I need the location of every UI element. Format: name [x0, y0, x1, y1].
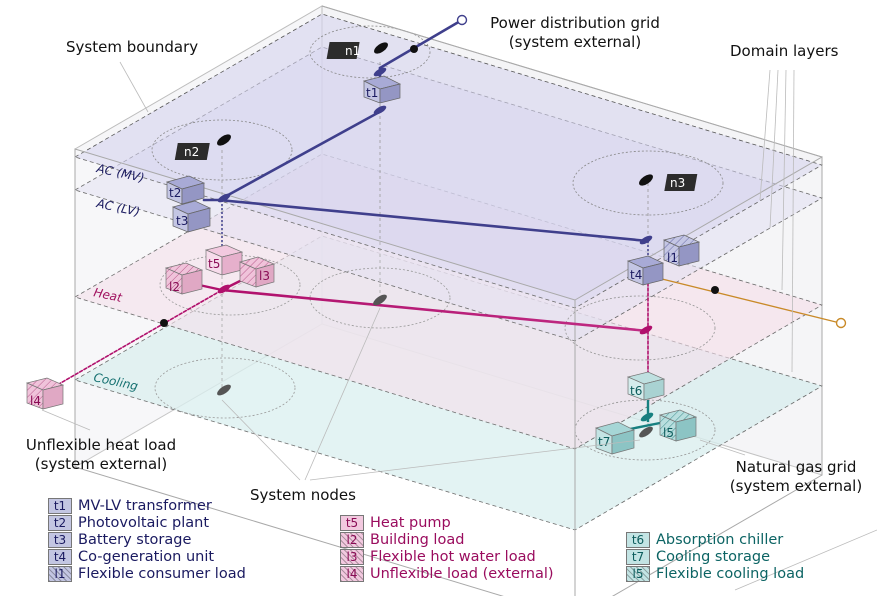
legend-text: Unflexible load (external)	[370, 565, 554, 582]
legend-text: Battery storage	[78, 531, 192, 548]
unit-label-l1: l1	[667, 251, 678, 265]
node-markers	[217, 42, 653, 438]
unit-label-t7: t7	[598, 435, 610, 449]
unit-label-l5: l5	[663, 426, 674, 440]
electric-connections	[202, 18, 650, 243]
legend-code: t7	[626, 548, 650, 565]
unit-t7: t7	[595, 421, 635, 455]
legend-text: MV-LV transformer	[78, 497, 212, 514]
label-heat-load: Unflexible heat load (system external)	[6, 436, 196, 474]
label-power-grid: Power distribution grid (system external…	[470, 14, 680, 52]
unit-t5: t5	[204, 244, 244, 276]
legend-cooling: t6 Absorption chiller t7 Cooling storage l…	[626, 531, 804, 582]
unit-label-l4: l4	[30, 394, 41, 408]
node-badge-n2: n2	[174, 143, 210, 160]
legend-text: Flexible cooling load	[656, 565, 805, 582]
legend-electric: t1 MV-LV transformer t2 Photovoltaic plant…	[48, 497, 246, 582]
legend-text: Heat pump	[370, 514, 451, 531]
legend-text: Absorption chiller	[656, 531, 784, 548]
legend-text: Co-generation unit	[78, 548, 215, 565]
legend-code: l3	[340, 548, 364, 565]
legend-text: Building load	[370, 531, 465, 548]
unit-t6: t6	[626, 371, 666, 401]
label-gas-grid: Natural gas grid (system external)	[716, 458, 876, 496]
label-power-grid-line1: Power distribution grid	[490, 14, 660, 32]
unit-label-t2: t2	[169, 186, 181, 200]
unit-l3: l3	[238, 256, 276, 288]
legend-code: l5	[626, 565, 650, 582]
legend-code: l1	[48, 565, 72, 582]
node-label-n3: n3	[670, 176, 685, 190]
legend-code: l4	[340, 565, 364, 582]
legend-heat: t5 Heat pump l2 Building load l3 Flexible h…	[340, 514, 554, 582]
legend-row: t1 MV-LV transformer	[48, 497, 246, 514]
legend-code: t5	[340, 514, 364, 531]
unit-l5: l5	[658, 409, 698, 442]
unit-label-l2: l2	[169, 280, 180, 294]
legend-row: t3 Battery storage	[48, 531, 246, 548]
label-domain-layers: Domain layers	[730, 42, 839, 60]
gas-connection	[657, 277, 841, 324]
label-system-boundary: System boundary	[66, 38, 199, 56]
legend-row: l4 Unflexible load (external)	[340, 565, 554, 582]
legend-code: l2	[340, 531, 364, 548]
legend-row: l5 Flexible cooling load	[626, 565, 804, 582]
legend-code: t3	[48, 531, 72, 548]
label-heat-load-line2: (system external)	[34, 455, 168, 473]
label-gas-grid-line2: (system external)	[729, 477, 863, 495]
unit-l1: l1	[662, 234, 701, 267]
unit-l4: l4	[25, 377, 65, 410]
legend-row: l2 Building load	[340, 531, 554, 548]
external-terminals	[456, 14, 847, 329]
layer-label-heat: Heat	[92, 285, 124, 305]
legend-text: Cooling storage	[656, 548, 771, 565]
unit-label-t5: t5	[208, 257, 220, 271]
callout-lines	[41, 61, 877, 591]
arrowheads	[217, 67, 654, 422]
legend-row: l3 Flexible hot water load	[340, 548, 554, 565]
heat-connections	[44, 274, 650, 393]
unit-t2: t2	[165, 175, 206, 205]
unit-l2: l2	[164, 262, 204, 295]
unit-label-t1: t1	[366, 86, 378, 100]
unit-t1: t1	[362, 75, 402, 104]
unit-t3: t3	[171, 200, 212, 233]
legend-row: t4 Co-generation unit	[48, 548, 246, 565]
node-label-n2: n2	[184, 145, 199, 159]
label-heat-load-line1: Unflexible heat load	[25, 436, 177, 454]
legend-row: t7 Cooling storage	[626, 548, 804, 565]
node-badge-n3: n3	[664, 174, 698, 191]
label-gas-grid-line1: Natural gas grid	[735, 458, 857, 476]
legend-row: t2 Photovoltaic plant	[48, 514, 246, 531]
junction-dots	[160, 45, 719, 327]
legend-code: t2	[48, 514, 72, 531]
legend-code: t6	[626, 531, 650, 548]
node-label-n1: n1	[345, 44, 360, 58]
legend-row: t5 Heat pump	[340, 514, 554, 531]
unit-label-l3: l3	[259, 269, 270, 283]
legend-row: t6 Absorption chiller	[626, 531, 804, 548]
unit-t4: t4	[626, 255, 665, 286]
unit-label-t6: t6	[630, 384, 642, 398]
legend-row: l1 Flexible consumer load	[48, 565, 246, 582]
legend-text: Flexible consumer load	[78, 565, 246, 582]
legend-text: Photovoltaic plant	[78, 514, 210, 531]
node-badge-n1: n1	[326, 42, 360, 59]
legend-text: Flexible hot water load	[370, 548, 536, 565]
legend-code: t4	[48, 548, 72, 565]
unit-label-t3: t3	[176, 214, 188, 228]
label-power-grid-line2: (system external)	[508, 33, 642, 51]
label-system-nodes: System nodes	[250, 486, 356, 504]
legend-code: t1	[48, 497, 72, 514]
unit-label-t4: t4	[630, 268, 642, 282]
